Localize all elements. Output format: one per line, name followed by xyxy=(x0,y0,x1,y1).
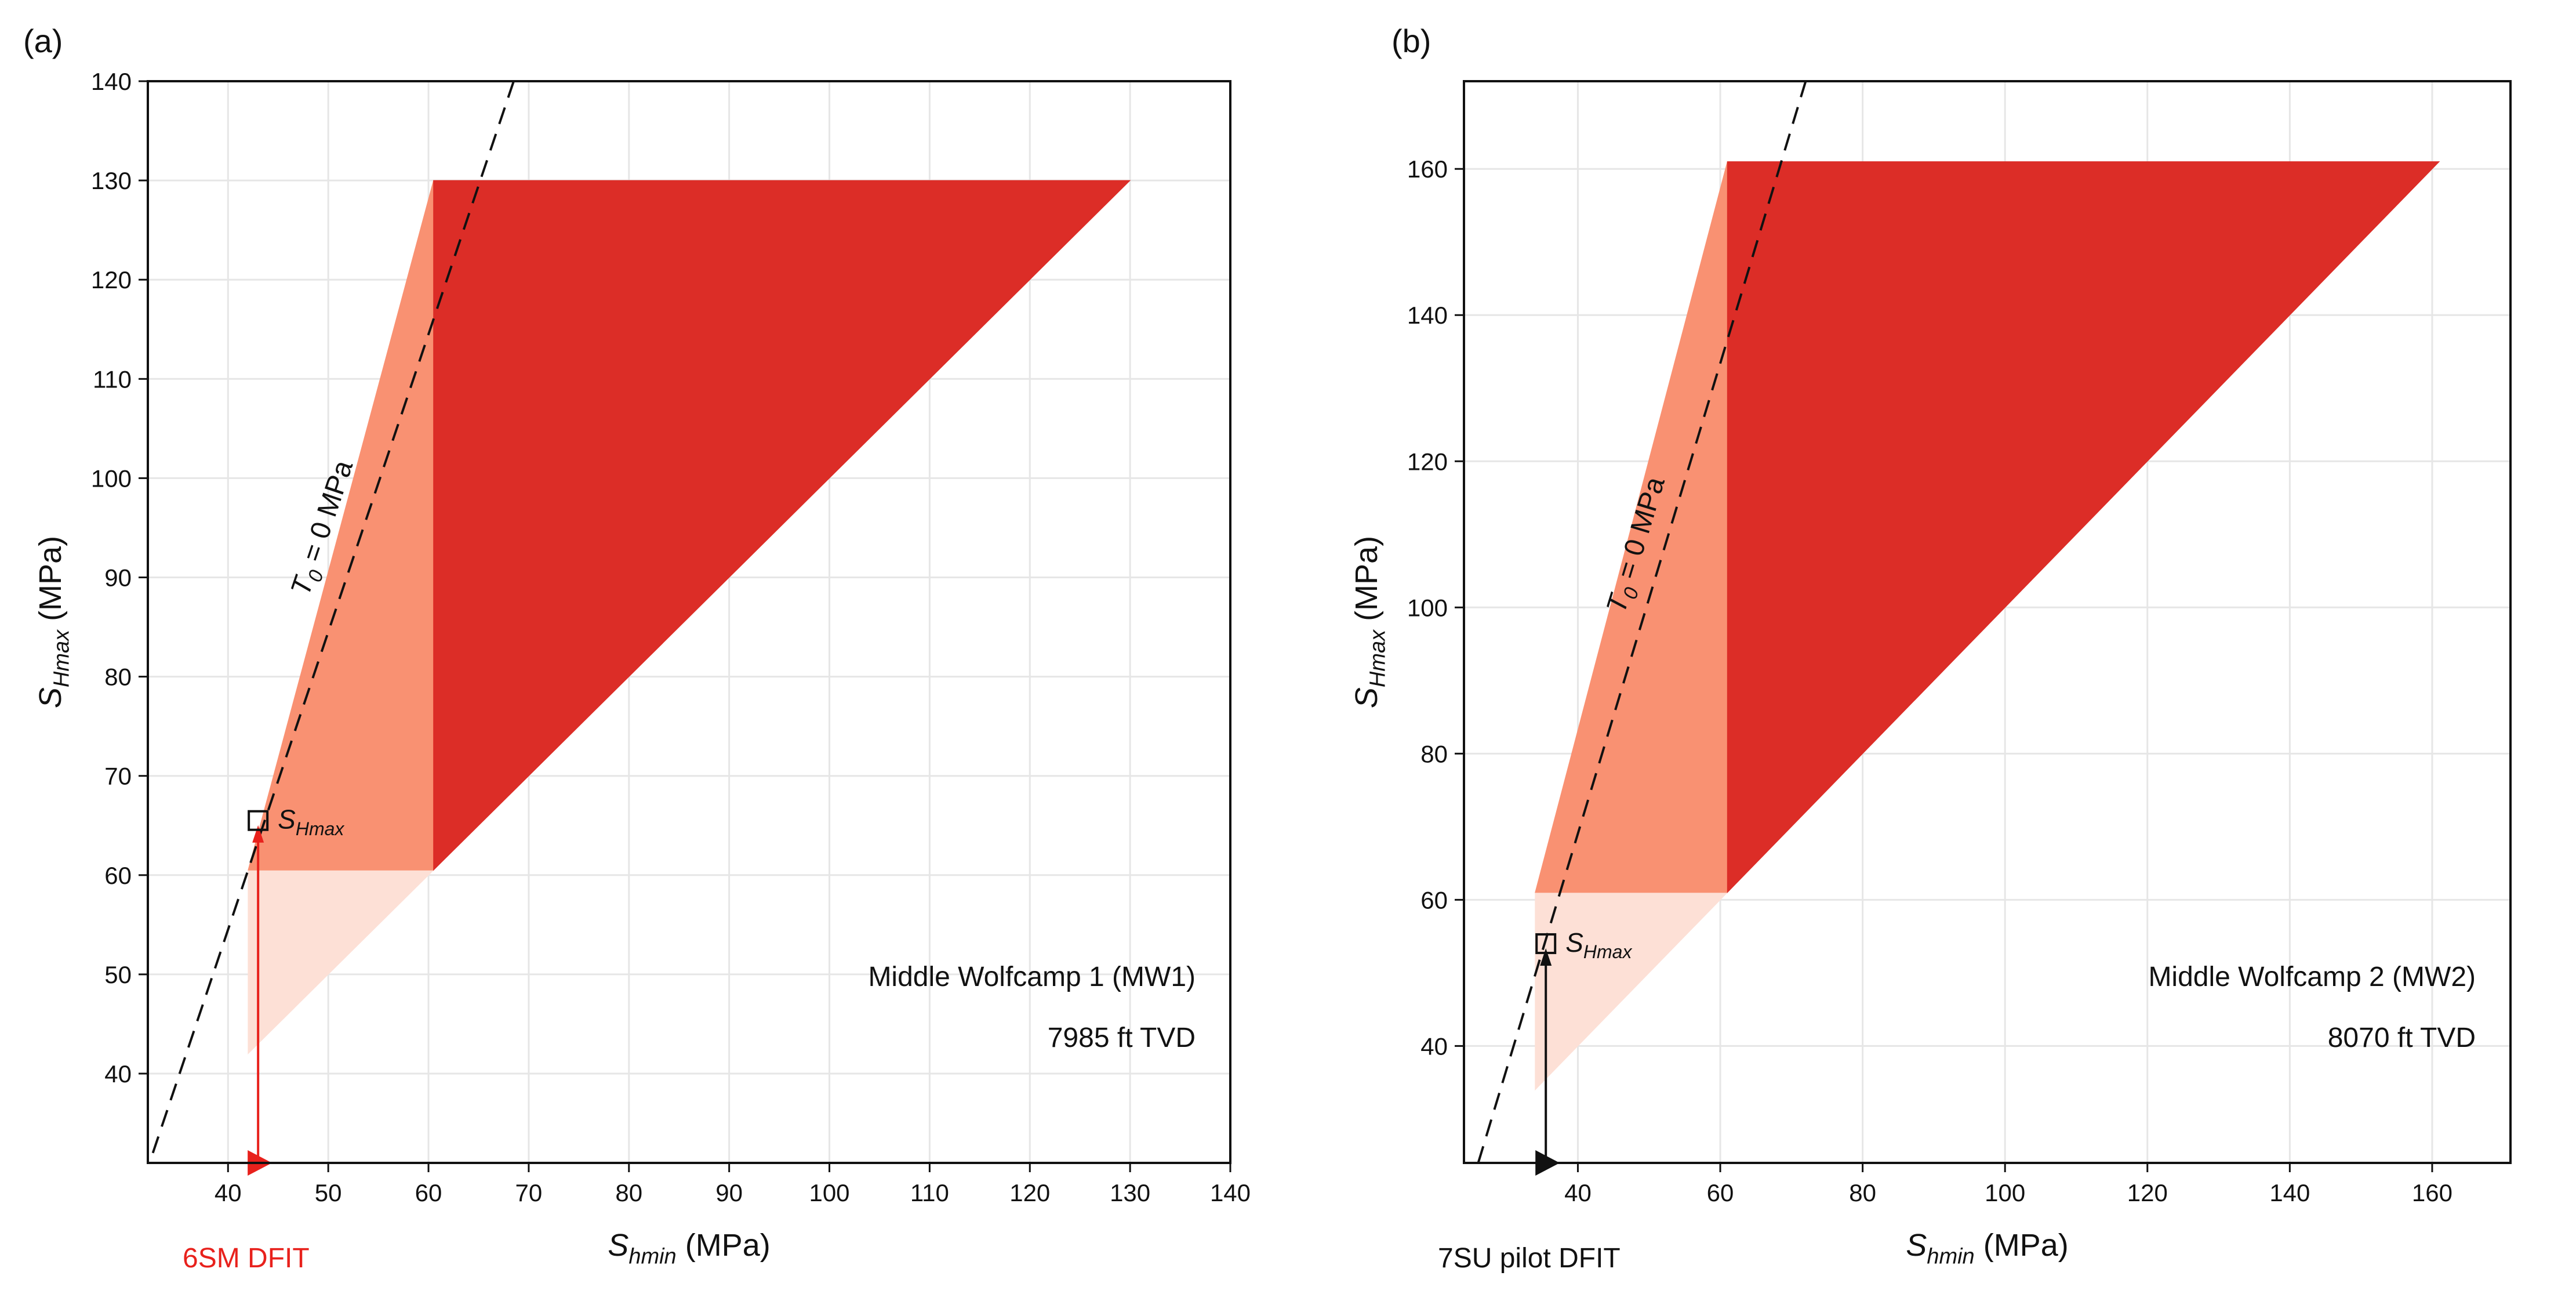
ytick-label: 80 xyxy=(1420,740,1448,767)
ytick-label: 140 xyxy=(91,68,132,95)
ytick-label: 70 xyxy=(104,763,132,790)
x-axis-title-symbol: S xyxy=(608,1228,628,1263)
xtick-label: 40 xyxy=(215,1179,242,1206)
xtick-label: 100 xyxy=(809,1179,849,1206)
xtick-label: 40 xyxy=(1564,1179,1592,1206)
ytick-label: 80 xyxy=(104,664,132,691)
dfit-arrow-head xyxy=(1540,948,1552,966)
y-axis-title-symbol: S xyxy=(1349,687,1384,708)
region-light xyxy=(1535,892,1728,1091)
ytick-label: 100 xyxy=(91,465,132,492)
ytick-label: 110 xyxy=(93,365,132,393)
ytick-label: 60 xyxy=(1420,886,1448,914)
ytick-label: 100 xyxy=(1407,594,1448,621)
ytick-label: 60 xyxy=(104,862,132,889)
ytick-label: 50 xyxy=(104,961,132,988)
region-dark xyxy=(433,180,1131,871)
shmax-label-symbol: S xyxy=(278,804,296,835)
ytick-label: 120 xyxy=(1407,448,1448,475)
xtick-label: 90 xyxy=(715,1179,743,1206)
region-dark xyxy=(1727,161,2440,893)
ytick-label: 120 xyxy=(91,266,132,293)
xtick-label: 80 xyxy=(1849,1179,1876,1206)
y-axis-title: SHmax (MPa) xyxy=(33,536,74,708)
xtick-label: 80 xyxy=(615,1179,642,1206)
plot-frame xyxy=(1463,80,2512,1164)
panel-label: (a) xyxy=(23,23,63,59)
ytick-label: 160 xyxy=(1407,155,1448,183)
xtick-label: 60 xyxy=(415,1179,442,1206)
t0-line xyxy=(1477,81,1807,1163)
t0-line xyxy=(151,81,515,1154)
ytick-label: 130 xyxy=(91,167,132,194)
dfit-label: 7SU pilot DFIT xyxy=(1438,1243,1621,1274)
x-axis-title-subscript: hmin xyxy=(628,1244,676,1268)
panel-label: (b) xyxy=(1391,23,1431,59)
ytick-label: 140 xyxy=(1407,302,1448,329)
ytick-label: 40 xyxy=(104,1060,132,1088)
dfit-label: 6SM DFIT xyxy=(183,1243,310,1274)
y-axis-title-rest: (MPa) xyxy=(33,536,68,630)
x-axis-title-rest: (MPa) xyxy=(1975,1228,2069,1263)
shmax-marker xyxy=(1535,933,1557,954)
xtick-label: 60 xyxy=(1707,1179,1734,1206)
xtick-label: 130 xyxy=(1110,1179,1150,1206)
y-axis-title-symbol: S xyxy=(33,687,68,708)
shmax-label-subscript: Hmax xyxy=(296,818,345,839)
shmax-marker xyxy=(248,810,269,831)
xtick-label: 120 xyxy=(1009,1179,1050,1206)
x-axis-title-rest: (MPa) xyxy=(677,1228,771,1263)
y-axis-title-subscript: Hmax xyxy=(1365,629,1390,687)
y-axis-title-rest: (MPa) xyxy=(1349,536,1384,630)
xtick-label: 140 xyxy=(1210,1179,1251,1206)
dfit-arrow-head xyxy=(252,825,264,843)
y-axis-title-group: SHmax (MPa) xyxy=(1349,536,1390,708)
xtick-label: 120 xyxy=(2127,1179,2168,1206)
xtick-label: 70 xyxy=(515,1179,543,1206)
xtick-label: 100 xyxy=(1985,1179,2025,1206)
xtick-label: 140 xyxy=(2269,1179,2310,1206)
plot-frame xyxy=(147,80,1231,1164)
annotation-line-2: 7985 ft TVD xyxy=(1048,1023,1196,1053)
ytick-label: 40 xyxy=(1420,1032,1448,1060)
dfit-arrow xyxy=(252,825,264,1160)
x-axis-title-subscript: hmin xyxy=(1927,1244,1974,1268)
annotation-line-2: 8070 ft TVD xyxy=(2328,1023,2476,1053)
shmax-label: SHmax xyxy=(278,804,344,839)
annotation-line-1: Middle Wolfcamp 2 (MW2) xyxy=(2148,962,2476,992)
y-axis-title: SHmax (MPa) xyxy=(1349,536,1390,708)
shmax-label-subscript: Hmax xyxy=(1583,941,1633,962)
xtick-label: 160 xyxy=(2412,1179,2453,1206)
x-axis-title-symbol: S xyxy=(1906,1228,1927,1263)
y-axis-title-subscript: Hmax xyxy=(49,629,74,687)
xtick-label: 50 xyxy=(315,1179,342,1206)
x-axis-title: Shmin (MPa) xyxy=(1906,1228,2068,1268)
ytick-label: 90 xyxy=(104,564,132,592)
dfit-arrow xyxy=(1540,948,1552,1160)
region-mid xyxy=(248,180,434,871)
xtick-label: 110 xyxy=(910,1179,949,1206)
annotation-line-1: Middle Wolfcamp 1 (MW1) xyxy=(868,962,1196,992)
shmax-label-symbol: S xyxy=(1565,927,1583,958)
y-axis-title-group: SHmax (MPa) xyxy=(33,536,74,708)
x-axis-title: Shmin (MPa) xyxy=(608,1228,770,1268)
region-light xyxy=(248,869,434,1054)
shmax-label: SHmax xyxy=(1565,927,1632,962)
